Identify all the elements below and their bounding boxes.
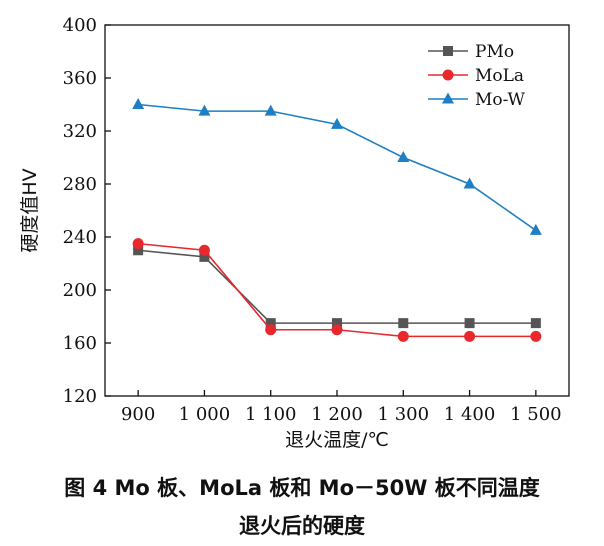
y-tick-label: 320	[63, 121, 97, 142]
legend: PMo MoLa Mo-W	[428, 42, 525, 110]
data-point-mo-w	[198, 104, 211, 116]
legend-label-mola: MoLa	[475, 66, 524, 86]
x-tick-label: 1 200	[311, 404, 363, 425]
x-tick-label: 900	[121, 404, 155, 425]
legend-marker-mola	[442, 69, 454, 81]
data-point-mo-w	[397, 151, 410, 162]
data-point-mola	[198, 244, 210, 256]
figure-caption-line2: 退火后的硬度	[239, 514, 365, 538]
series-line-pmo	[138, 249, 536, 324]
data-point-mo-w	[463, 177, 476, 189]
data-point-pmo	[398, 318, 409, 329]
y-tick-label: 280	[63, 174, 97, 195]
x-axis-label: 退火温度/℃	[285, 429, 389, 451]
series-mola	[132, 238, 542, 342]
y-tick-label: 360	[63, 68, 97, 89]
figure-caption-line1: 图 4 Mo 板、MoLa 板和 Mo－50W 板不同温度	[64, 476, 540, 500]
data-point-pmo	[464, 318, 475, 329]
x-tick-label: 1 300	[378, 404, 430, 425]
y-tick-label: 200	[63, 280, 97, 301]
x-tick-label: 1 500	[510, 404, 562, 425]
series-pmo	[133, 245, 541, 329]
y-tick-label: 160	[63, 333, 97, 354]
data-point-pmo	[530, 318, 541, 329]
x-tick-label: 1 100	[245, 404, 297, 425]
series-mo-w	[132, 98, 542, 235]
data-point-mo-w	[529, 223, 542, 235]
x-tick-label: 1 400	[444, 404, 496, 425]
legend-label-mo-w: Mo-W	[475, 90, 525, 110]
data-point-mola	[530, 330, 542, 342]
axes: 120 160 200 240 280 320 360 400 900 1 000 1 100 1 2…	[19, 15, 570, 451]
data-point-mola	[397, 330, 409, 342]
data-point-mo-w	[331, 117, 343, 129]
legend-label-pmo: PMo	[475, 42, 514, 62]
data-point-mo-w	[132, 98, 145, 109]
data-point-mola	[331, 324, 343, 336]
data-point-pmo	[199, 251, 210, 262]
data-point-mola	[464, 330, 476, 342]
data-point-pmo	[332, 318, 342, 329]
y-axis-label: 硬度值HV	[19, 168, 41, 252]
y-tick-label: 400	[63, 15, 97, 36]
data-point-pmo	[133, 245, 144, 256]
legend-marker-mo-w	[442, 92, 454, 104]
legend-marker-pmo	[443, 46, 453, 56]
data-point-pmo	[265, 318, 276, 329]
data-point-mola	[132, 238, 144, 250]
data-point-mo-w	[264, 104, 277, 116]
hardness-chart: 120 160 200 240 280 320 360 400 900 1 000 1 100 1 2…	[19, 15, 570, 451]
series-layer	[132, 98, 542, 342]
x-tick-label: 1 000	[179, 404, 231, 425]
y-tick-label: 120	[63, 386, 97, 407]
data-point-mola	[265, 324, 277, 336]
y-tick-label: 240	[63, 227, 97, 248]
